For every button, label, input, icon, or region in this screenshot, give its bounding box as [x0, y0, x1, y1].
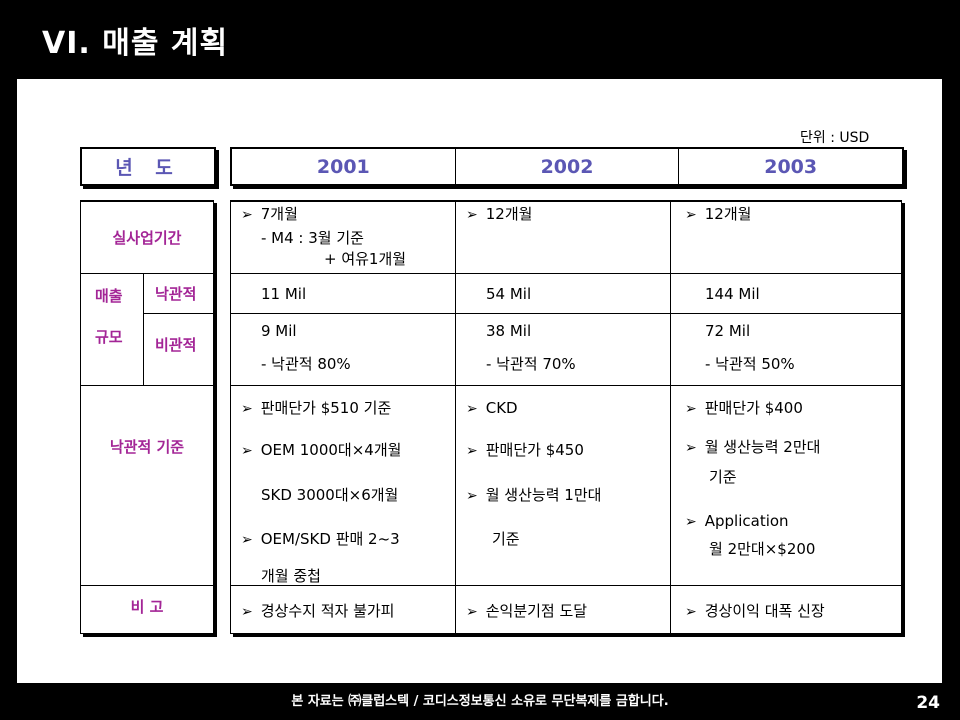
cell-2001: ➢ 7개월 - M4 : 3월 기준 + 여유1개월	[231, 202, 456, 273]
year-2001: 2001	[232, 149, 456, 184]
sales-plan-table: ➢ 7개월 - M4 : 3월 기준 + 여유1개월 ➢ 12개월 ➢ 12개월 11…	[230, 200, 902, 634]
label-remarks-row: 비 고	[81, 586, 213, 633]
arrow-bullet-icon: ➢	[466, 401, 478, 417]
label-pessimistic: 비관적	[155, 336, 197, 354]
arrow-bullet-icon: ➢	[241, 401, 253, 417]
label-sales-scale-row: 매출 규모 낙관적 비관적	[81, 274, 213, 386]
table-row-business-period: ➢ 7개월 - M4 : 3월 기준 + 여유1개월 ➢ 12개월 ➢ 12개월	[231, 202, 901, 274]
arrow-bullet-icon: ➢	[466, 207, 478, 223]
arrow-bullet-icon: ➢	[685, 401, 697, 417]
unit-label: 단위 : USD	[800, 130, 870, 146]
label-business-period-row: 실사업기간	[81, 202, 213, 274]
table-row-pessimistic: 9 Mil - 낙관적 80% 38 Mil - 낙관적 70% 72 Mil …	[231, 314, 901, 386]
table-row-optimistic-basis: ➢ 판매단가 $510 기준 ➢ OEM 1000대×4개월 SKD 3000대×6…	[231, 386, 901, 586]
row-label-table: 실사업기간 매출 규모 낙관적 비관적 낙관적 기준 비 고	[80, 200, 214, 634]
label-remarks: 비 고	[130, 597, 164, 616]
arrow-bullet-icon: ➢	[685, 514, 697, 530]
table-row-optimistic: 11 Mil 54 Mil 144 Mil	[231, 274, 901, 314]
year-label: 년 도	[115, 157, 181, 179]
arrow-bullet-icon: ➢	[685, 440, 697, 456]
label-business-period: 실사업기간	[112, 229, 182, 247]
arrow-bullet-icon: ➢	[685, 207, 697, 223]
arrow-bullet-icon: ➢	[241, 604, 253, 620]
page-number: 24	[916, 693, 940, 713]
copyright-footer: 본 자료는 ㈜클럽스텍 / 코디스정보통신 소유로 무단복제를 금합니다.	[291, 694, 669, 709]
label-optimistic-basis: 낙관적 기준	[109, 437, 185, 456]
arrow-bullet-icon: ➢	[241, 532, 253, 548]
arrow-bullet-icon: ➢	[685, 604, 697, 620]
label-optimistic-basis-row: 낙관적 기준	[81, 386, 213, 586]
arrow-bullet-icon: ➢	[241, 443, 253, 459]
label-optimistic: 낙관적	[155, 285, 197, 303]
table-row-remarks: ➢ 경상수지 적자 불가피 ➢ 손익분기점 도달 ➢ 경상이익 대폭 신장	[231, 586, 901, 633]
year-header: 2001 2002 2003	[230, 147, 904, 186]
arrow-bullet-icon: ➢	[466, 443, 478, 459]
slide-title: VI. 매출 계획	[42, 26, 229, 61]
arrow-bullet-icon: ➢	[466, 488, 478, 504]
arrow-bullet-icon: ➢	[241, 207, 253, 223]
label-sales-top: 매출	[95, 287, 123, 305]
cell-2003: ➢ 12개월	[685, 205, 752, 223]
label-sales-bottom: 규모	[95, 328, 123, 346]
cell-2002: ➢ 12개월	[456, 202, 671, 273]
year-label-box: 년 도	[80, 147, 216, 186]
year-2002: 2002	[456, 149, 680, 184]
arrow-bullet-icon: ➢	[466, 604, 478, 620]
year-2003: 2003	[764, 155, 818, 178]
